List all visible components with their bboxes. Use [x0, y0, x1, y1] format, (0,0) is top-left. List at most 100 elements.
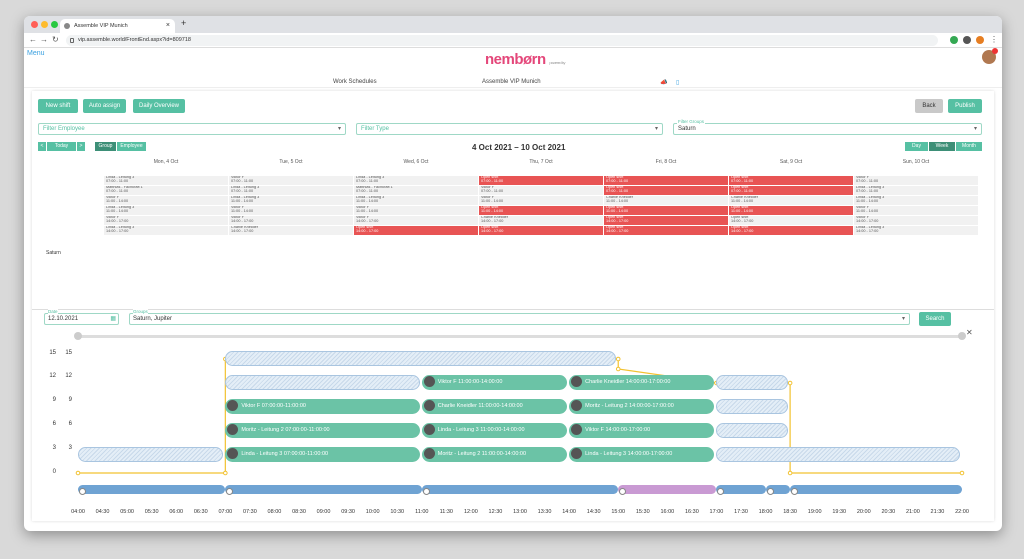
shift-cell[interactable]: Linda - Leitung 3 07:00 - 11:00 [104, 176, 228, 186]
slider-handle-end[interactable] [958, 332, 966, 340]
shift-cell[interactable]: Linda - Leitung 3 14:00 - 17:00 [854, 226, 978, 236]
assigned-shift-bar[interactable]: Linda - Leitung 3 11:00:00-14:00:00 [421, 423, 568, 438]
document-icon[interactable]: ▯ [676, 80, 680, 86]
shift-cell[interactable]: Charlie Kneidler 14:00 - 17:00 [229, 226, 353, 236]
open-shift-bar[interactable] [716, 447, 960, 462]
shift-cell[interactable]: Open shift 14:00 - 17:00 [479, 226, 603, 236]
assigned-shift-bar[interactable]: Moritz - Leitung 2 11:00:00-14:00:00 [421, 447, 568, 462]
filter-groups-select[interactable]: Filter Groups Saturn ▾ [673, 119, 982, 135]
maximize-window-icon[interactable] [51, 21, 58, 28]
date-field[interactable]: Date 12.10.2021 ▦ [44, 309, 119, 325]
minimize-window-icon[interactable] [41, 21, 48, 28]
new-tab-icon[interactable]: + [181, 18, 187, 28]
shift-cell[interactable]: Linda - Leitung 3 07:00 - 11:00 [354, 176, 478, 186]
assigned-shift-bar[interactable]: Moritz - Leitung 2 07:00:00-11:00:00 [225, 423, 420, 438]
menu-link[interactable]: Menu [27, 50, 45, 57]
shift-cell[interactable]: Viktor F 07:00 - 11:00 [854, 176, 978, 186]
shift-cell[interactable]: Viktor F 11:00 - 14:00 [854, 206, 978, 216]
tab-event-name[interactable]: Assemble VIP Munich [482, 79, 541, 85]
open-shift-bar[interactable] [716, 399, 789, 414]
more-icon[interactable]: ⋮ [990, 35, 998, 44]
filter-type-select[interactable]: Filter Type ▾ [356, 123, 663, 135]
shift-cell[interactable]: Viktor F 14:00 - 17:00 [104, 216, 228, 226]
assigned-shift-bar[interactable]: Moritz - Leitung 2 14:00:00-17:00:00 [569, 399, 715, 414]
shift-cell[interactable]: Charlie Kneidler 14:00 - 17:00 [479, 216, 603, 226]
shift-cell[interactable]: Linda - Leitung 3 07:00 - 11:00 [854, 186, 978, 196]
megaphone-icon[interactable]: 📣 [660, 80, 668, 86]
day-view-button[interactable]: Day [905, 142, 928, 151]
next-week-button[interactable]: > [77, 142, 85, 151]
shift-cell[interactable]: Open shift 07:00 - 11:00 [729, 176, 853, 186]
today-button[interactable]: Today [47, 142, 76, 151]
shift-cell[interactable]: Open shift 11:00 - 14:00 [479, 206, 603, 216]
shift-cell[interactable]: Viktor F 11:00 - 14:00 [229, 206, 353, 216]
shift-cell[interactable]: Linda - Leitung 3 11:00 - 14:00 [354, 196, 478, 206]
assigned-shift-bar[interactable]: Viktor F 07:00:00-11:00:00 [225, 399, 420, 414]
groups-field[interactable]: Groups Saturn, Jupiter ▾ [129, 309, 910, 325]
shift-cell[interactable]: Open shift 14:00 - 17:00 [729, 226, 853, 236]
shift-cell[interactable]: Open shift 14:00 - 17:00 [354, 226, 478, 236]
shift-cell[interactable]: Linda - Leitung 3 11:00 - 14:00 [229, 196, 353, 206]
open-shift-bar[interactable] [78, 447, 224, 462]
shift-cell[interactable]: Open shift 11:00 - 14:00 [604, 206, 728, 216]
shift-cell[interactable]: Open shift 07:00 - 11:00 [729, 186, 853, 196]
shift-cell[interactable]: Linda - Leitung 3 11:00 - 14:00 [104, 206, 228, 216]
shift-cell[interactable]: Viktor F 11:00 - 14:00 [354, 206, 478, 216]
shift-cell[interactable]: Viktor F 14:00 - 17:00 [354, 216, 478, 226]
forward-icon[interactable]: → [40, 35, 48, 44]
shift-cell[interactable]: Open shift 07:00 - 11:00 [604, 176, 728, 186]
open-shift-bar[interactable] [716, 423, 789, 438]
shift-cell[interactable]: Charlie Kneidler 11:00 - 14:00 [729, 196, 853, 206]
filter-employee-select[interactable]: Filter Employee ▾ [38, 123, 346, 135]
shift-cell[interactable]: Linda - Leitung 3 14:00 - 17:00 [104, 226, 228, 236]
slider-handle-start[interactable] [74, 332, 82, 340]
profile-icon[interactable] [976, 36, 984, 44]
shift-cell[interactable]: Viktor F 14:00 - 17:00 [229, 216, 353, 226]
close-window-icon[interactable] [31, 21, 38, 28]
puzzle-icon[interactable] [963, 36, 971, 44]
assigned-shift-bar[interactable]: Viktor F 14:00:00-17:00:00 [569, 423, 715, 438]
calendar-icon[interactable]: ▦ [110, 316, 116, 322]
back-button[interactable]: Back [915, 99, 943, 113]
group-view-button[interactable]: Group [95, 142, 116, 151]
back-icon[interactable]: ← [29, 35, 37, 44]
employee-view-button[interactable]: Employee [117, 142, 146, 151]
prev-week-button[interactable]: < [38, 142, 46, 151]
shift-cell[interactable]: Open shift 07:00 - 11:00 [604, 186, 728, 196]
browser-tab[interactable]: Assemble VIP Munich × [60, 19, 175, 33]
search-button[interactable]: Search [919, 312, 951, 326]
shift-cell[interactable]: Open shift 07:00 - 11:00 [479, 176, 603, 186]
publish-button[interactable]: Publish [948, 99, 982, 113]
shift-cell[interactable]: Viktor F 07:00 - 11:00 [479, 186, 603, 196]
extension-icon[interactable] [950, 36, 958, 44]
assigned-shift-bar[interactable]: Charlie Kneidler 11:00:00-14:00:00 [421, 399, 568, 414]
shift-cell[interactable]: Matthias - Fachkraft 1 07:00 - 11:00 [354, 186, 478, 196]
reload-icon[interactable]: ↻ [52, 35, 59, 44]
avatar[interactable] [982, 48, 998, 64]
open-shift-bar[interactable] [225, 351, 617, 366]
shift-cell[interactable]: Open shift 14:00 - 17:00 [729, 216, 853, 226]
close-icon[interactable]: ✕ [966, 328, 973, 337]
shift-cell[interactable]: Linda - Leitung 3 11:00 - 14:00 [854, 196, 978, 206]
week-view-button[interactable]: Week [929, 142, 955, 151]
shift-cell[interactable]: Viktor F 14:00 - 17:00 [854, 216, 978, 226]
close-tab-icon[interactable]: × [165, 22, 170, 29]
shift-cell[interactable]: Viktor F 07:00 - 11:00 [229, 176, 353, 186]
shift-cell[interactable]: Viktor F 11:00 - 14:00 [104, 196, 228, 206]
open-shift-bar[interactable] [225, 375, 420, 390]
shift-cell[interactable]: Open shift 11:00 - 14:00 [729, 206, 853, 216]
shift-cell[interactable]: Open shift 14:00 - 17:00 [604, 216, 728, 226]
new-shift-button[interactable]: New shift [38, 99, 78, 113]
assigned-shift-bar[interactable]: Linda - Leitung 3 07:00:00-11:00:00 [225, 447, 420, 462]
time-range-slider[interactable] [74, 332, 966, 340]
shift-cell[interactable]: Open shift 14:00 - 17:00 [604, 226, 728, 236]
daily-overview-button[interactable]: Daily Overview [133, 99, 185, 113]
url-field[interactable]: vip.assemble.world/FrontEnd.aspx?id=8097… [66, 35, 938, 46]
auto-assign-button[interactable]: Auto assign [83, 99, 126, 113]
open-shift-bar[interactable] [716, 375, 789, 390]
tab-work-schedules[interactable]: Work Schedules [333, 79, 377, 85]
shift-cell[interactable]: Linda - Leitung 3 07:00 - 11:00 [229, 186, 353, 196]
assigned-shift-bar[interactable]: Viktor F 11:00:00-14:00:00 [421, 375, 568, 390]
assigned-shift-bar[interactable]: Linda - Leitung 3 14:00:00-17:00:00 [569, 447, 715, 462]
month-view-button[interactable]: Month [956, 142, 982, 151]
